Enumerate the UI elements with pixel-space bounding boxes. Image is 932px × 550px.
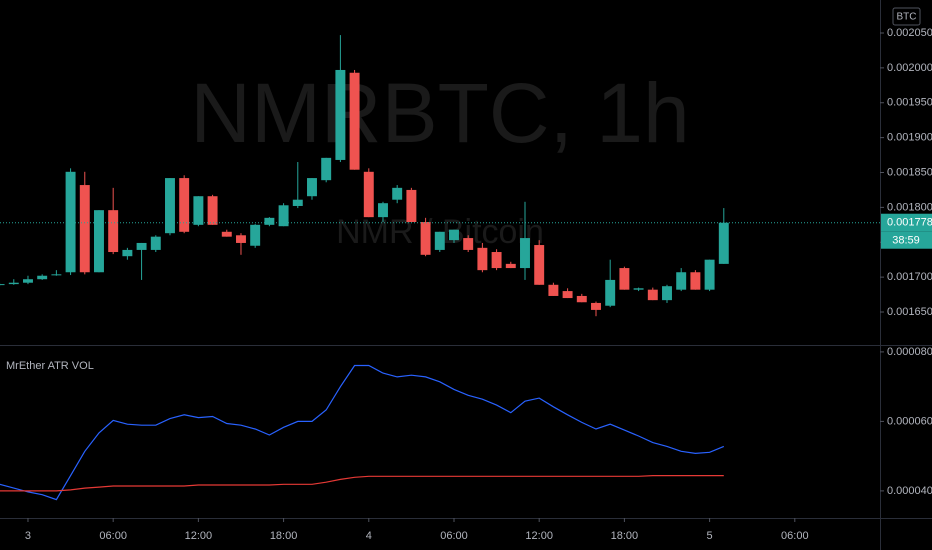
candle-body [704,259,715,290]
currency-label: BTC [897,12,917,23]
x-tick-label: 06:00 [781,530,809,542]
candle-body [392,187,403,200]
candle-body [292,199,303,206]
candle-body [619,268,630,290]
candle-body [94,210,104,273]
candle-body [363,171,374,218]
candle-body [690,272,701,290]
x-tick-label: 5 [707,530,713,542]
candle-body [264,217,275,225]
candle-body [250,224,261,246]
candle-body [718,222,729,264]
candle-body [463,238,474,250]
candle-body [576,295,587,303]
candle-body [221,231,232,237]
y-tick-label: 0.001800 [887,201,932,213]
y-tick-label: 0.001850 [887,166,932,178]
candle-body [307,178,317,197]
candle-body [207,196,218,225]
y-tick-label: 0.001700 [887,271,932,283]
indicator-title: MrEther ATR VOL [6,360,94,372]
last-price-label: 0.001778 [887,217,932,229]
y-tick-label: 0.002000 [887,62,932,74]
candle-body [406,189,417,223]
candle-body [122,249,133,257]
candle-body [335,69,346,160]
x-tick-label: 06:00 [99,530,127,542]
candle-body [562,291,573,299]
candle-body [591,302,601,310]
candle-body [79,185,90,273]
x-tick-label: 18:00 [270,530,298,542]
candle-body [0,284,5,286]
candle-body [8,282,19,285]
x-tick-label: 06:00 [440,530,468,542]
x-tick-label: 18:00 [611,530,639,542]
candle-body [605,279,616,306]
candle-body [491,252,502,269]
currency-box [892,7,921,26]
watermark-symbol: NMRBTC, 1h [190,66,689,160]
candle-body [179,178,190,232]
candle-body [165,178,175,234]
candle-body [434,231,445,250]
y-tick-label: 0.000080 [887,346,932,358]
y-tick-label: 0.001900 [887,132,932,144]
candle-body [534,245,545,285]
candle-body [278,205,289,227]
candle-body [193,196,204,225]
y-tick-label: 0.001650 [887,306,932,318]
y-tick-label: 0.002050 [887,27,932,39]
candle-body [676,272,687,290]
candle-body [321,157,332,181]
y-tick-label: 0.000060 [887,415,932,427]
x-tick-label: 3 [25,530,31,542]
last-price-box [881,213,932,232]
candle-body [449,229,459,241]
y-tick-label: 0.000040 [887,485,932,497]
candle-body [37,275,48,280]
candle-body [108,210,119,253]
indicator-line [0,364,725,501]
candle-body [23,279,33,283]
x-tick-label: 12:00 [525,530,553,542]
candle-body [548,284,559,296]
candle-body [420,222,431,255]
candle-body [647,289,658,301]
countdown-label: 38:59 [892,235,920,247]
candle-body [378,203,388,218]
candle-body [633,288,644,290]
candle-body [65,171,76,273]
candle-body [505,263,516,269]
candle-body [150,236,161,250]
countdown-box [881,231,932,249]
candle-body [662,286,672,301]
candle-body [136,242,147,250]
candle-body [236,235,246,243]
x-tick-label: 4 [366,530,372,542]
candle-body [520,238,530,269]
candle-body [51,274,62,276]
x-tick-label: 12:00 [185,530,213,542]
candle-body [477,247,488,271]
indicator-line [0,475,724,492]
y-tick-label: 0.001950 [887,97,932,109]
candle-body [349,72,360,170]
